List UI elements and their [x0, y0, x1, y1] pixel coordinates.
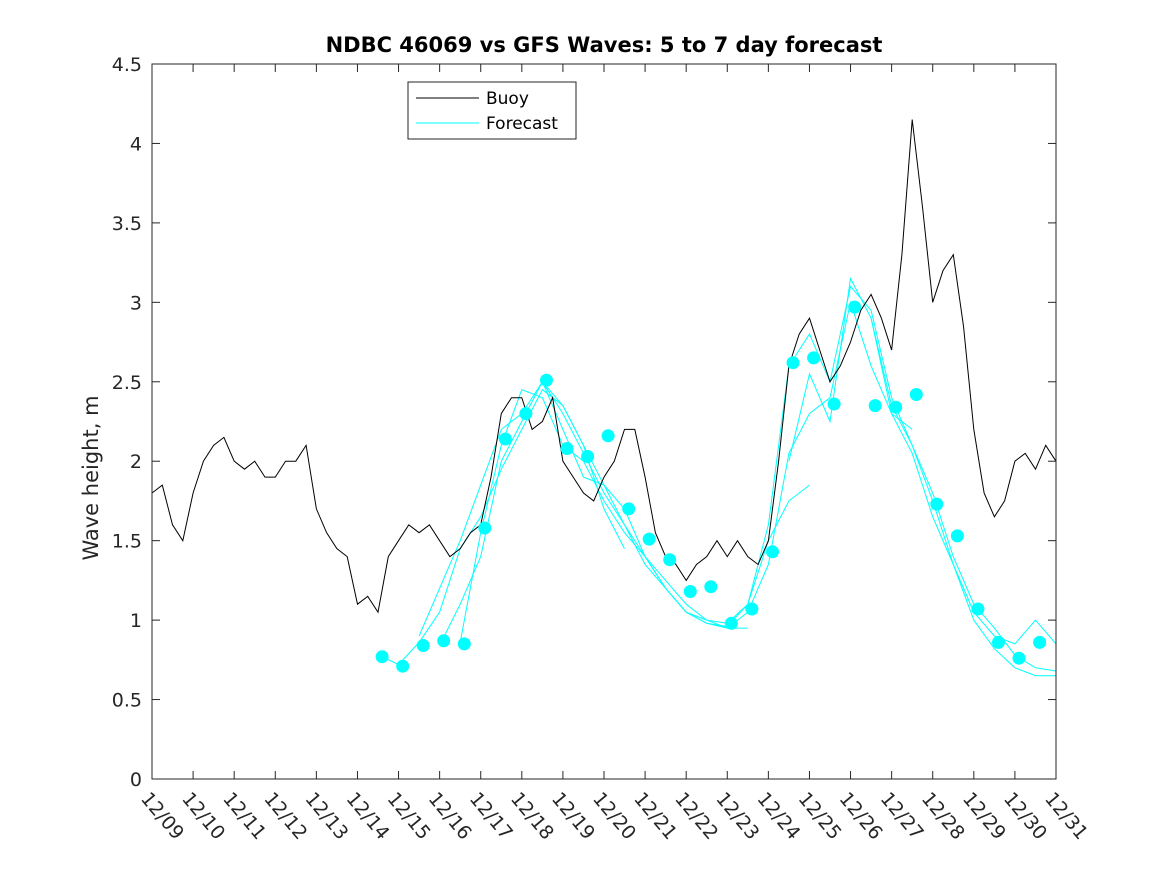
forecast-marker	[950, 529, 964, 543]
forecast-marker	[868, 399, 882, 413]
forecast-marker	[478, 521, 492, 535]
forecast-line-7	[870, 318, 1057, 645]
y-tick-label: 1.5	[112, 531, 142, 553]
y-tick-label: 4	[130, 133, 142, 155]
series-layer	[151, 119, 1057, 677]
forecast-marker	[437, 634, 451, 648]
forecast-marker	[601, 429, 615, 443]
forecast-marker	[540, 373, 553, 387]
forecast-marker	[766, 545, 779, 559]
buoy-line	[151, 119, 1057, 614]
axis-ticks	[151, 63, 1057, 780]
forecast-line-5	[542, 285, 1056, 677]
y-tick-label: 2	[130, 451, 142, 473]
forecast-marker	[992, 635, 1005, 649]
forecast-marker	[1012, 651, 1026, 665]
forecast-marker	[909, 388, 923, 401]
y-axis-label: Wave height, m	[79, 395, 103, 560]
forecast-marker	[1033, 635, 1047, 649]
forecast-marker	[622, 502, 636, 516]
forecast-marker	[560, 442, 574, 455]
y-tick-label: 2.5	[112, 372, 142, 394]
forecast-marker	[930, 497, 944, 511]
forecast-marker	[889, 400, 903, 414]
forecast-marker	[807, 351, 821, 365]
forecast-marker	[971, 602, 985, 616]
forecast-marker	[396, 659, 410, 673]
forecast-marker	[498, 432, 512, 446]
forecast-marker	[375, 650, 389, 664]
y-tick-label: 3.5	[112, 213, 142, 235]
y-tick-label: 4.5	[112, 54, 142, 76]
forecast-marker	[848, 300, 862, 314]
forecast-marker	[724, 616, 738, 630]
forecast-marker	[519, 407, 533, 421]
forecast-marker	[663, 553, 677, 567]
plot-area	[152, 64, 1056, 779]
y-tick-label: 3	[130, 292, 142, 314]
forecast-marker	[416, 639, 430, 652]
forecast-marker	[457, 637, 471, 651]
forecast-marker	[786, 356, 800, 370]
forecast-marker	[581, 450, 595, 463]
forecast-line-4	[459, 300, 913, 643]
forecast-marker	[827, 397, 841, 411]
chart-title: NDBC 46069 vs GFS Waves: 5 to 7 day fore…	[326, 33, 883, 57]
forecast-marker	[642, 532, 656, 546]
legend-box	[407, 81, 577, 140]
plot-border	[151, 63, 1057, 780]
forecast-marker	[745, 602, 759, 616]
legend: Buoy Forecast	[407, 81, 577, 140]
legend-forecast-label: Forecast	[486, 114, 558, 134]
legend-buoy-label: Buoy	[486, 89, 529, 109]
y-tick-label: 0	[130, 769, 142, 791]
y-tick-label: 1	[130, 610, 142, 632]
y-tick-labels: 0 0.5 1 1.5 2 2.5 3 3.5 4 4.5	[112, 54, 142, 791]
y-tick-label: 0.5	[112, 690, 142, 712]
forecast-marker	[683, 585, 697, 598]
forecast-marker	[704, 580, 718, 594]
